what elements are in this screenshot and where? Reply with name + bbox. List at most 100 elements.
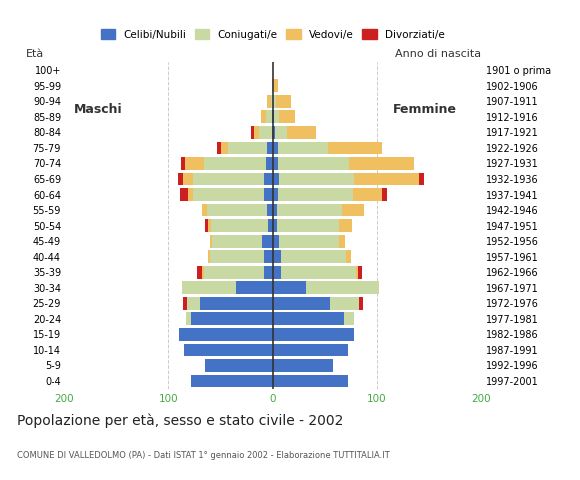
Bar xyxy=(218,142,222,154)
Bar xyxy=(271,110,273,123)
Bar xyxy=(279,235,339,248)
Bar xyxy=(277,219,339,232)
Bar xyxy=(267,204,273,216)
Text: Maschi: Maschi xyxy=(74,103,123,116)
Bar xyxy=(419,173,424,185)
Bar xyxy=(210,235,212,248)
Bar xyxy=(279,110,295,123)
Bar xyxy=(273,79,278,92)
Bar xyxy=(197,266,202,278)
Bar xyxy=(183,173,193,185)
Bar xyxy=(261,110,266,123)
Bar xyxy=(287,126,317,139)
Bar xyxy=(200,297,273,310)
Bar xyxy=(273,173,279,185)
Bar xyxy=(273,235,279,248)
Bar xyxy=(193,173,264,185)
Bar xyxy=(180,188,188,201)
Bar xyxy=(212,235,262,248)
Bar xyxy=(273,375,348,387)
Bar xyxy=(382,188,387,201)
Bar xyxy=(273,110,274,123)
Bar xyxy=(274,110,279,123)
Bar xyxy=(271,126,273,139)
Text: Anno di nascita: Anno di nascita xyxy=(396,49,481,59)
Text: Popolazione per età, sesso e stato civile - 2002: Popolazione per età, sesso e stato civil… xyxy=(17,413,344,428)
Bar xyxy=(277,204,342,216)
Bar xyxy=(182,281,236,294)
Bar xyxy=(349,157,414,170)
Text: Età: Età xyxy=(26,49,45,59)
Bar xyxy=(264,188,273,201)
Bar xyxy=(342,204,364,216)
Bar xyxy=(306,281,379,294)
Bar xyxy=(205,359,273,372)
Bar xyxy=(273,219,277,232)
Bar xyxy=(359,297,364,310)
Bar xyxy=(184,344,273,356)
Bar xyxy=(207,204,267,216)
Bar xyxy=(270,95,273,108)
Bar xyxy=(278,188,353,201)
Bar xyxy=(208,250,210,263)
Bar xyxy=(177,173,183,185)
Bar xyxy=(267,95,270,108)
Bar xyxy=(339,219,352,232)
Bar xyxy=(191,375,273,387)
Bar xyxy=(222,142,228,154)
Bar xyxy=(273,297,330,310)
Bar xyxy=(339,235,345,248)
Bar xyxy=(181,157,185,170)
Bar xyxy=(266,110,271,123)
Bar xyxy=(179,328,273,341)
Text: Femmine: Femmine xyxy=(393,103,456,116)
Bar xyxy=(273,142,278,154)
Bar xyxy=(251,126,254,139)
Bar xyxy=(228,142,267,154)
Bar xyxy=(264,266,273,278)
Bar xyxy=(269,219,273,232)
Bar xyxy=(276,95,291,108)
Text: COMUNE DI VALLEDOLMO (PA) - Dati ISTAT 1° gennaio 2002 - Elaborazione TUTTITALIA: COMUNE DI VALLEDOLMO (PA) - Dati ISTAT 1… xyxy=(17,451,390,460)
Bar xyxy=(202,204,207,216)
Bar xyxy=(273,95,275,108)
Bar xyxy=(354,173,419,185)
Bar xyxy=(279,173,354,185)
Bar xyxy=(273,250,281,263)
Bar xyxy=(358,266,362,278)
Bar xyxy=(275,126,287,139)
Bar xyxy=(273,204,277,216)
Bar xyxy=(185,157,204,170)
Bar xyxy=(205,219,208,232)
Bar xyxy=(281,250,346,263)
Bar xyxy=(273,188,278,201)
Bar xyxy=(259,126,271,139)
Bar xyxy=(191,312,273,325)
Bar xyxy=(278,142,328,154)
Bar xyxy=(204,157,266,170)
Bar xyxy=(356,266,358,278)
Bar xyxy=(186,312,191,325)
Bar xyxy=(267,142,273,154)
Bar xyxy=(266,157,273,170)
Bar xyxy=(330,297,359,310)
Bar xyxy=(193,188,264,201)
Bar xyxy=(254,126,259,139)
Bar xyxy=(273,281,306,294)
Bar xyxy=(236,281,273,294)
Bar xyxy=(210,250,264,263)
Bar xyxy=(281,266,356,278)
Bar xyxy=(264,250,273,263)
Bar xyxy=(278,157,349,170)
Bar xyxy=(328,142,382,154)
Bar xyxy=(188,188,193,201)
Bar xyxy=(273,328,354,341)
Bar xyxy=(187,297,200,310)
Bar xyxy=(273,312,343,325)
Bar xyxy=(346,250,351,263)
Bar xyxy=(273,266,281,278)
Bar xyxy=(273,126,275,139)
Bar xyxy=(204,266,264,278)
Bar xyxy=(343,312,354,325)
Bar xyxy=(264,173,273,185)
